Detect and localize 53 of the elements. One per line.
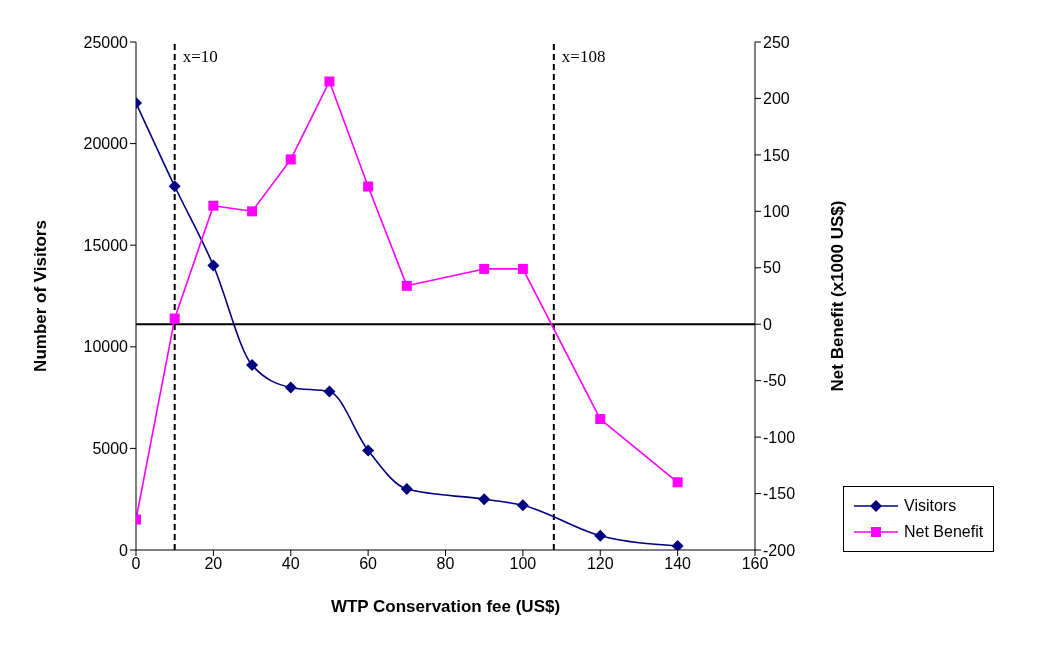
point xyxy=(169,313,180,324)
y2-tick-label: 150 xyxy=(763,146,790,164)
y2-tick-label: -50 xyxy=(763,372,787,390)
x-tick-label: 100 xyxy=(509,555,537,573)
y-tick-label: 15000 xyxy=(83,236,129,254)
y-tick-label: 10000 xyxy=(83,338,129,356)
point xyxy=(595,414,606,425)
point xyxy=(479,263,490,274)
ref-line-label: x=108 xyxy=(561,47,606,67)
y2-tick-label: -150 xyxy=(763,485,796,503)
x-tick-label: 40 xyxy=(281,555,300,573)
point xyxy=(671,539,684,550)
y2-tick-label: 200 xyxy=(763,90,790,108)
y-axis-title: Number of Visitors xyxy=(31,220,51,372)
x-tick-label: 20 xyxy=(204,555,223,573)
point xyxy=(323,385,336,398)
y2-axis-title: Net Benefit (x1000 US$) xyxy=(828,200,848,392)
point xyxy=(247,206,258,217)
ref-line-label: x=10 xyxy=(182,47,218,67)
point xyxy=(207,259,220,272)
point xyxy=(401,280,412,291)
point xyxy=(208,200,219,211)
point xyxy=(594,529,607,542)
point xyxy=(362,444,375,457)
y2-tick-label: 0 xyxy=(763,315,772,333)
y-tick-label: 0 xyxy=(119,541,129,559)
point xyxy=(324,76,335,87)
y-tick-label: 20000 xyxy=(83,135,129,153)
x-tick-label: 160 xyxy=(741,555,769,573)
y2-tick-label: 100 xyxy=(763,203,790,221)
legend-label: Visitors xyxy=(904,497,957,515)
point xyxy=(400,483,413,496)
point xyxy=(285,154,296,165)
point xyxy=(516,499,529,512)
x-axis-title: WTP Conservation fee (US$) xyxy=(330,597,561,616)
x-tick-label: 80 xyxy=(436,555,455,573)
point xyxy=(672,477,683,488)
y2-tick-label: -100 xyxy=(763,428,796,446)
y-tick-label: 25000 xyxy=(83,33,129,51)
point xyxy=(246,359,259,372)
x-tick-label: 60 xyxy=(359,555,378,573)
legend-label: Net Benefit xyxy=(904,523,984,541)
x-tick-label: 120 xyxy=(586,555,614,573)
point xyxy=(517,263,528,274)
y2-tick-label: 250 xyxy=(763,33,790,51)
y-tick-label: 5000 xyxy=(92,440,129,458)
point xyxy=(284,381,297,394)
x-tick-label: 140 xyxy=(664,555,692,573)
y2-tick-label: 50 xyxy=(763,259,781,277)
x-tick-label: 0 xyxy=(131,555,141,573)
point xyxy=(363,181,374,192)
point xyxy=(478,493,491,506)
point xyxy=(168,180,181,193)
